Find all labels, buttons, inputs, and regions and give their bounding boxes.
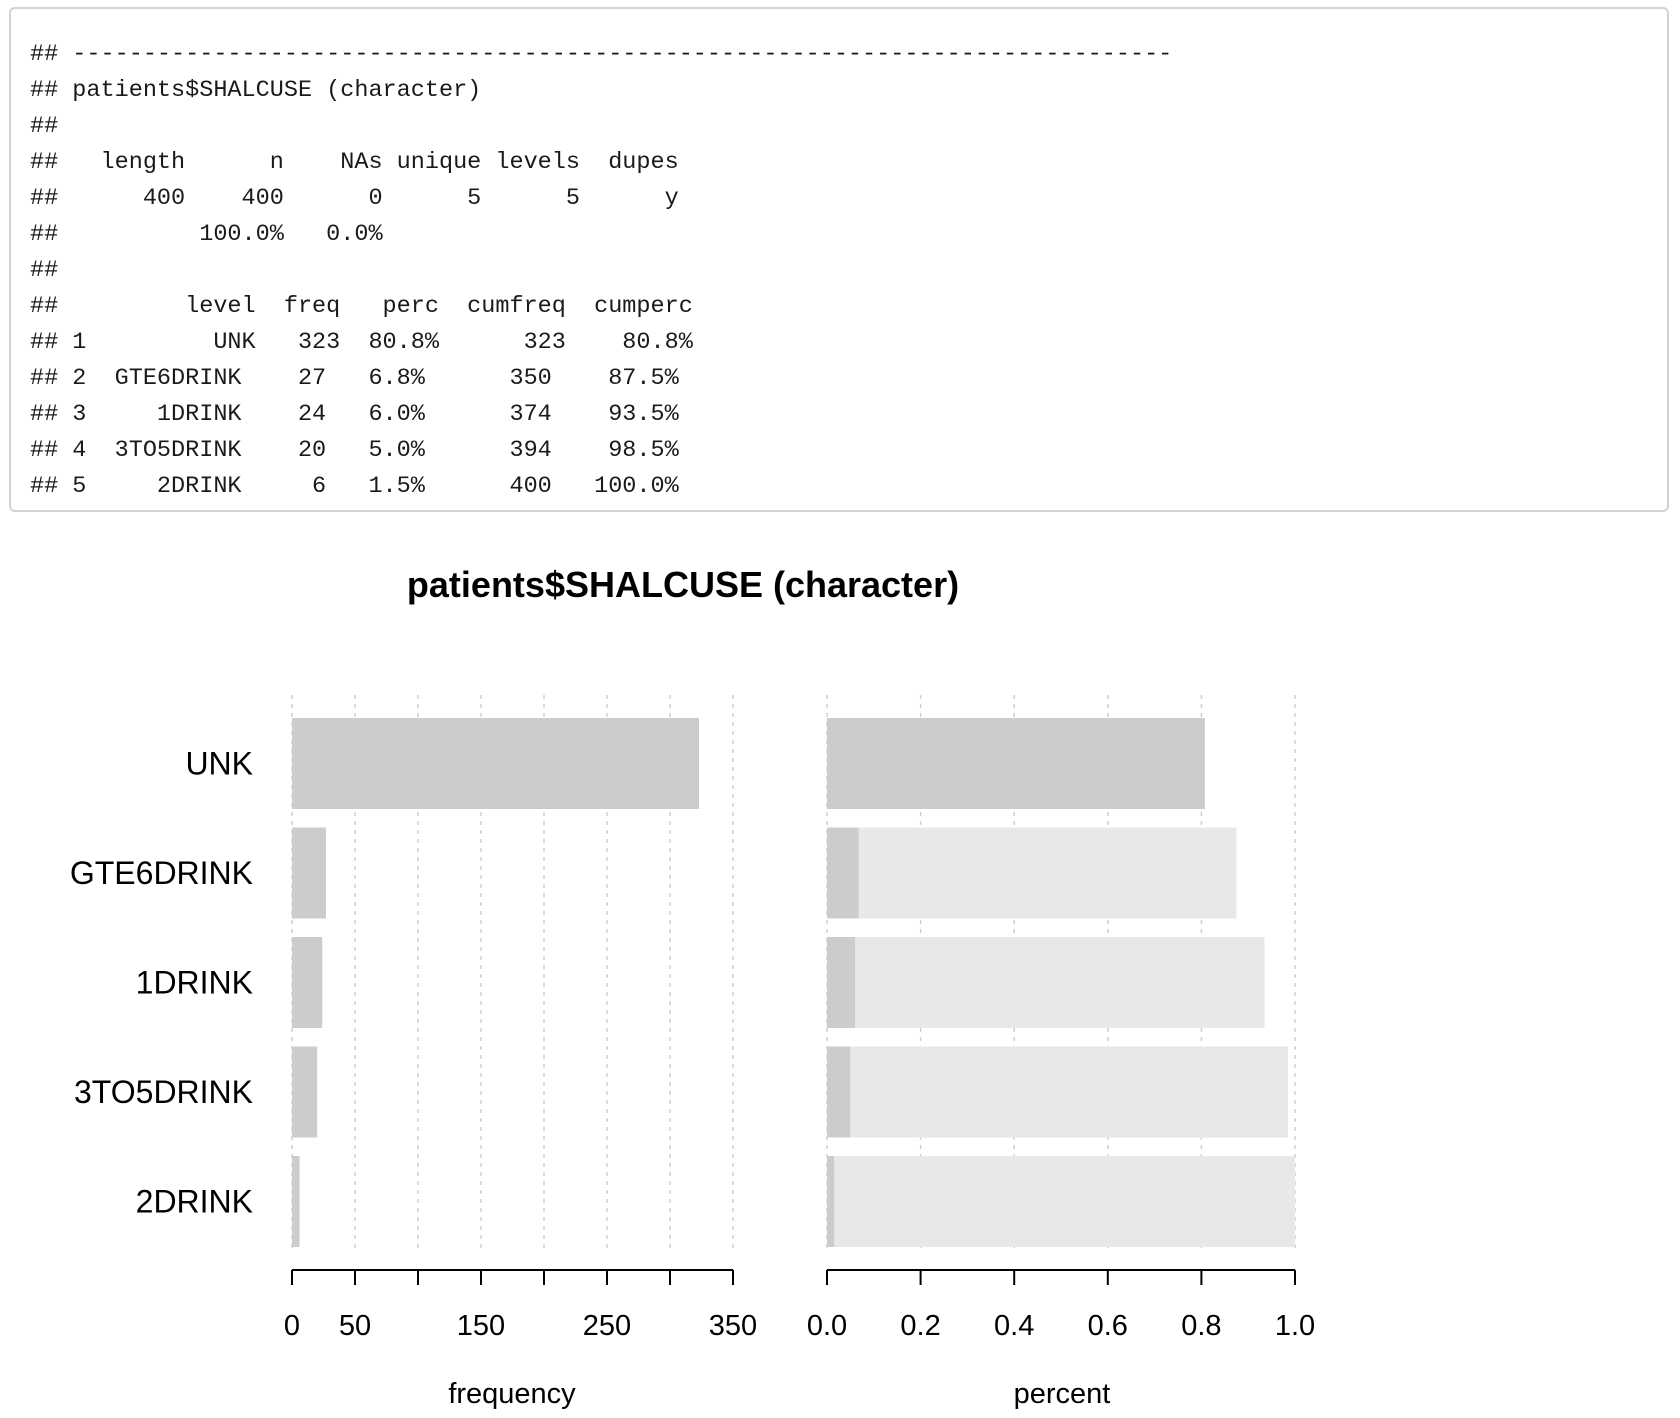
x-tick-label: 0.2 — [900, 1310, 940, 1342]
console-line: ## 2 GTE6DRINK 27 6.8% 350 87.5% — [30, 365, 679, 392]
console-line: ## level freq perc cumfreq cumperc — [30, 293, 693, 320]
x-tick-label: 0.0 — [807, 1310, 847, 1342]
frequency-percent-chart: patients$SHALCUSE (character) 0 50 150 250 3… — [70, 564, 1315, 1410]
console-line: ## 100.0% 0.0% — [30, 221, 383, 248]
x-tick-label: 250 — [583, 1310, 631, 1342]
category-label: 3TO5DRINK — [74, 1074, 253, 1110]
x-tick-label: 0.6 — [1088, 1310, 1128, 1342]
console-line: ## 4 3TO5DRINK 20 5.0% 394 98.5% — [30, 437, 679, 464]
console-line: ## — [30, 257, 59, 284]
percent-bar — [827, 1156, 835, 1247]
console-line: ## length n NAs unique levels dupes — [30, 149, 679, 176]
frequency-axis-label: frequency — [448, 1378, 576, 1410]
cumulative-percent-bar — [827, 937, 1265, 1028]
x-tick-label: 1.0 — [1275, 1310, 1315, 1342]
x-tick-label: 50 — [339, 1310, 371, 1342]
percent-bar — [827, 718, 1205, 809]
percent-bar — [827, 937, 856, 1028]
category-labels: UNK GTE6DRINK 1DRINK 3TO5DRINK 2DRINK — [70, 746, 253, 1220]
frequency-bar — [292, 1046, 318, 1138]
console-line: ## — [30, 113, 59, 140]
console-line: ## 3 1DRINK 24 6.0% 374 93.5% — [30, 401, 679, 428]
percent-panel: 0.0 0.2 0.4 0.6 0.8 1.0 — [807, 695, 1315, 1342]
cumulative-percent-bar — [827, 1156, 1295, 1247]
console-line: ## 5 2DRINK 6 1.5% 400 100.0% — [30, 473, 679, 500]
frequency-panel: 0 50 150 250 350 — [284, 695, 757, 1342]
frequency-bar — [292, 1156, 300, 1247]
console-line: ## 400 400 0 5 5 y — [30, 185, 679, 212]
x-tick-label: 0.8 — [1181, 1310, 1221, 1342]
frequency-bar — [292, 827, 327, 919]
x-tick-label: 350 — [709, 1310, 757, 1342]
x-tick-label: 0.4 — [994, 1310, 1034, 1342]
cumulative-percent-bar — [827, 1046, 1288, 1138]
console-output-box: ## -------------------------------------… — [9, 7, 1669, 512]
category-label: GTE6DRINK — [70, 855, 253, 891]
category-label: 1DRINK — [136, 965, 253, 1001]
percent-bar — [827, 1046, 851, 1138]
category-label: 2DRINK — [136, 1184, 253, 1220]
x-tick-label: 150 — [457, 1310, 505, 1342]
percent-bar — [827, 827, 859, 919]
percent-axis-label: percent — [1014, 1378, 1111, 1410]
cumulative-percent-bar — [827, 827, 1237, 919]
console-line: ## -------------------------------------… — [30, 41, 1173, 68]
console-line: ## 1 UNK 323 80.8% 323 80.8% — [30, 329, 693, 356]
console-output: ## -------------------------------------… — [30, 37, 1172, 505]
frequency-bar — [292, 718, 699, 809]
console-line: ## patients$SHALCUSE (character) — [30, 77, 482, 104]
category-label: UNK — [185, 746, 253, 782]
frequency-bar — [292, 937, 323, 1028]
x-tick-label: 0 — [284, 1310, 300, 1342]
chart-title: patients$SHALCUSE (character) — [407, 564, 959, 605]
